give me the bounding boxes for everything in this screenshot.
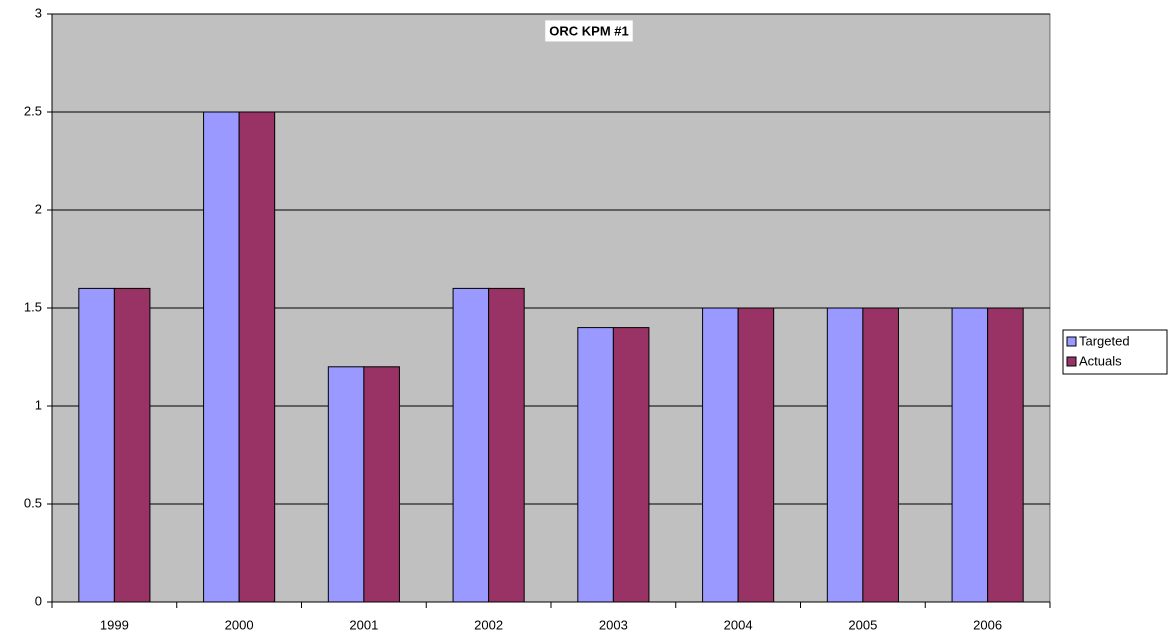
bar xyxy=(452,287,490,603)
y-tick-label: 1 xyxy=(35,397,42,412)
bar xyxy=(737,307,775,603)
bar xyxy=(612,327,650,603)
legend-box xyxy=(1062,329,1168,375)
bar xyxy=(327,366,365,603)
x-tick-label: 2006 xyxy=(973,617,1002,632)
y-tick-label: 0 xyxy=(35,593,42,608)
bar xyxy=(363,366,400,603)
y-tick-label: 1.5 xyxy=(24,299,42,314)
bar xyxy=(203,111,240,603)
y-tick-label: 2 xyxy=(35,201,42,216)
bar xyxy=(488,287,525,603)
legend-swatch xyxy=(1066,336,1077,347)
x-tick-label: 2002 xyxy=(474,617,503,632)
bar xyxy=(238,111,276,603)
x-tick-label: 2003 xyxy=(599,617,628,632)
y-tick-label: 0.5 xyxy=(24,495,42,510)
y-tick-label: 2.5 xyxy=(24,103,42,118)
bar xyxy=(862,307,899,603)
bar xyxy=(577,327,614,603)
bar xyxy=(113,287,151,603)
legend-label: Targeted xyxy=(1079,333,1130,348)
bar xyxy=(951,307,989,603)
bar xyxy=(987,307,1024,603)
x-tick-label: 2004 xyxy=(724,617,753,632)
x-tick-label: 2001 xyxy=(349,617,378,632)
title-background xyxy=(545,20,633,42)
x-tick-label: 2005 xyxy=(848,617,877,632)
legend-label: Actuals xyxy=(1079,353,1122,368)
bar xyxy=(702,307,739,603)
bar xyxy=(78,287,115,603)
y-tick-label: 3 xyxy=(35,5,42,20)
legend-swatch xyxy=(1066,356,1077,367)
plot-border xyxy=(51,13,1051,603)
x-tick-label: 1999 xyxy=(100,617,129,632)
chart-title: ORC KPM #1 xyxy=(549,23,628,38)
x-tick-label: 2000 xyxy=(225,617,254,632)
bar xyxy=(826,307,864,603)
